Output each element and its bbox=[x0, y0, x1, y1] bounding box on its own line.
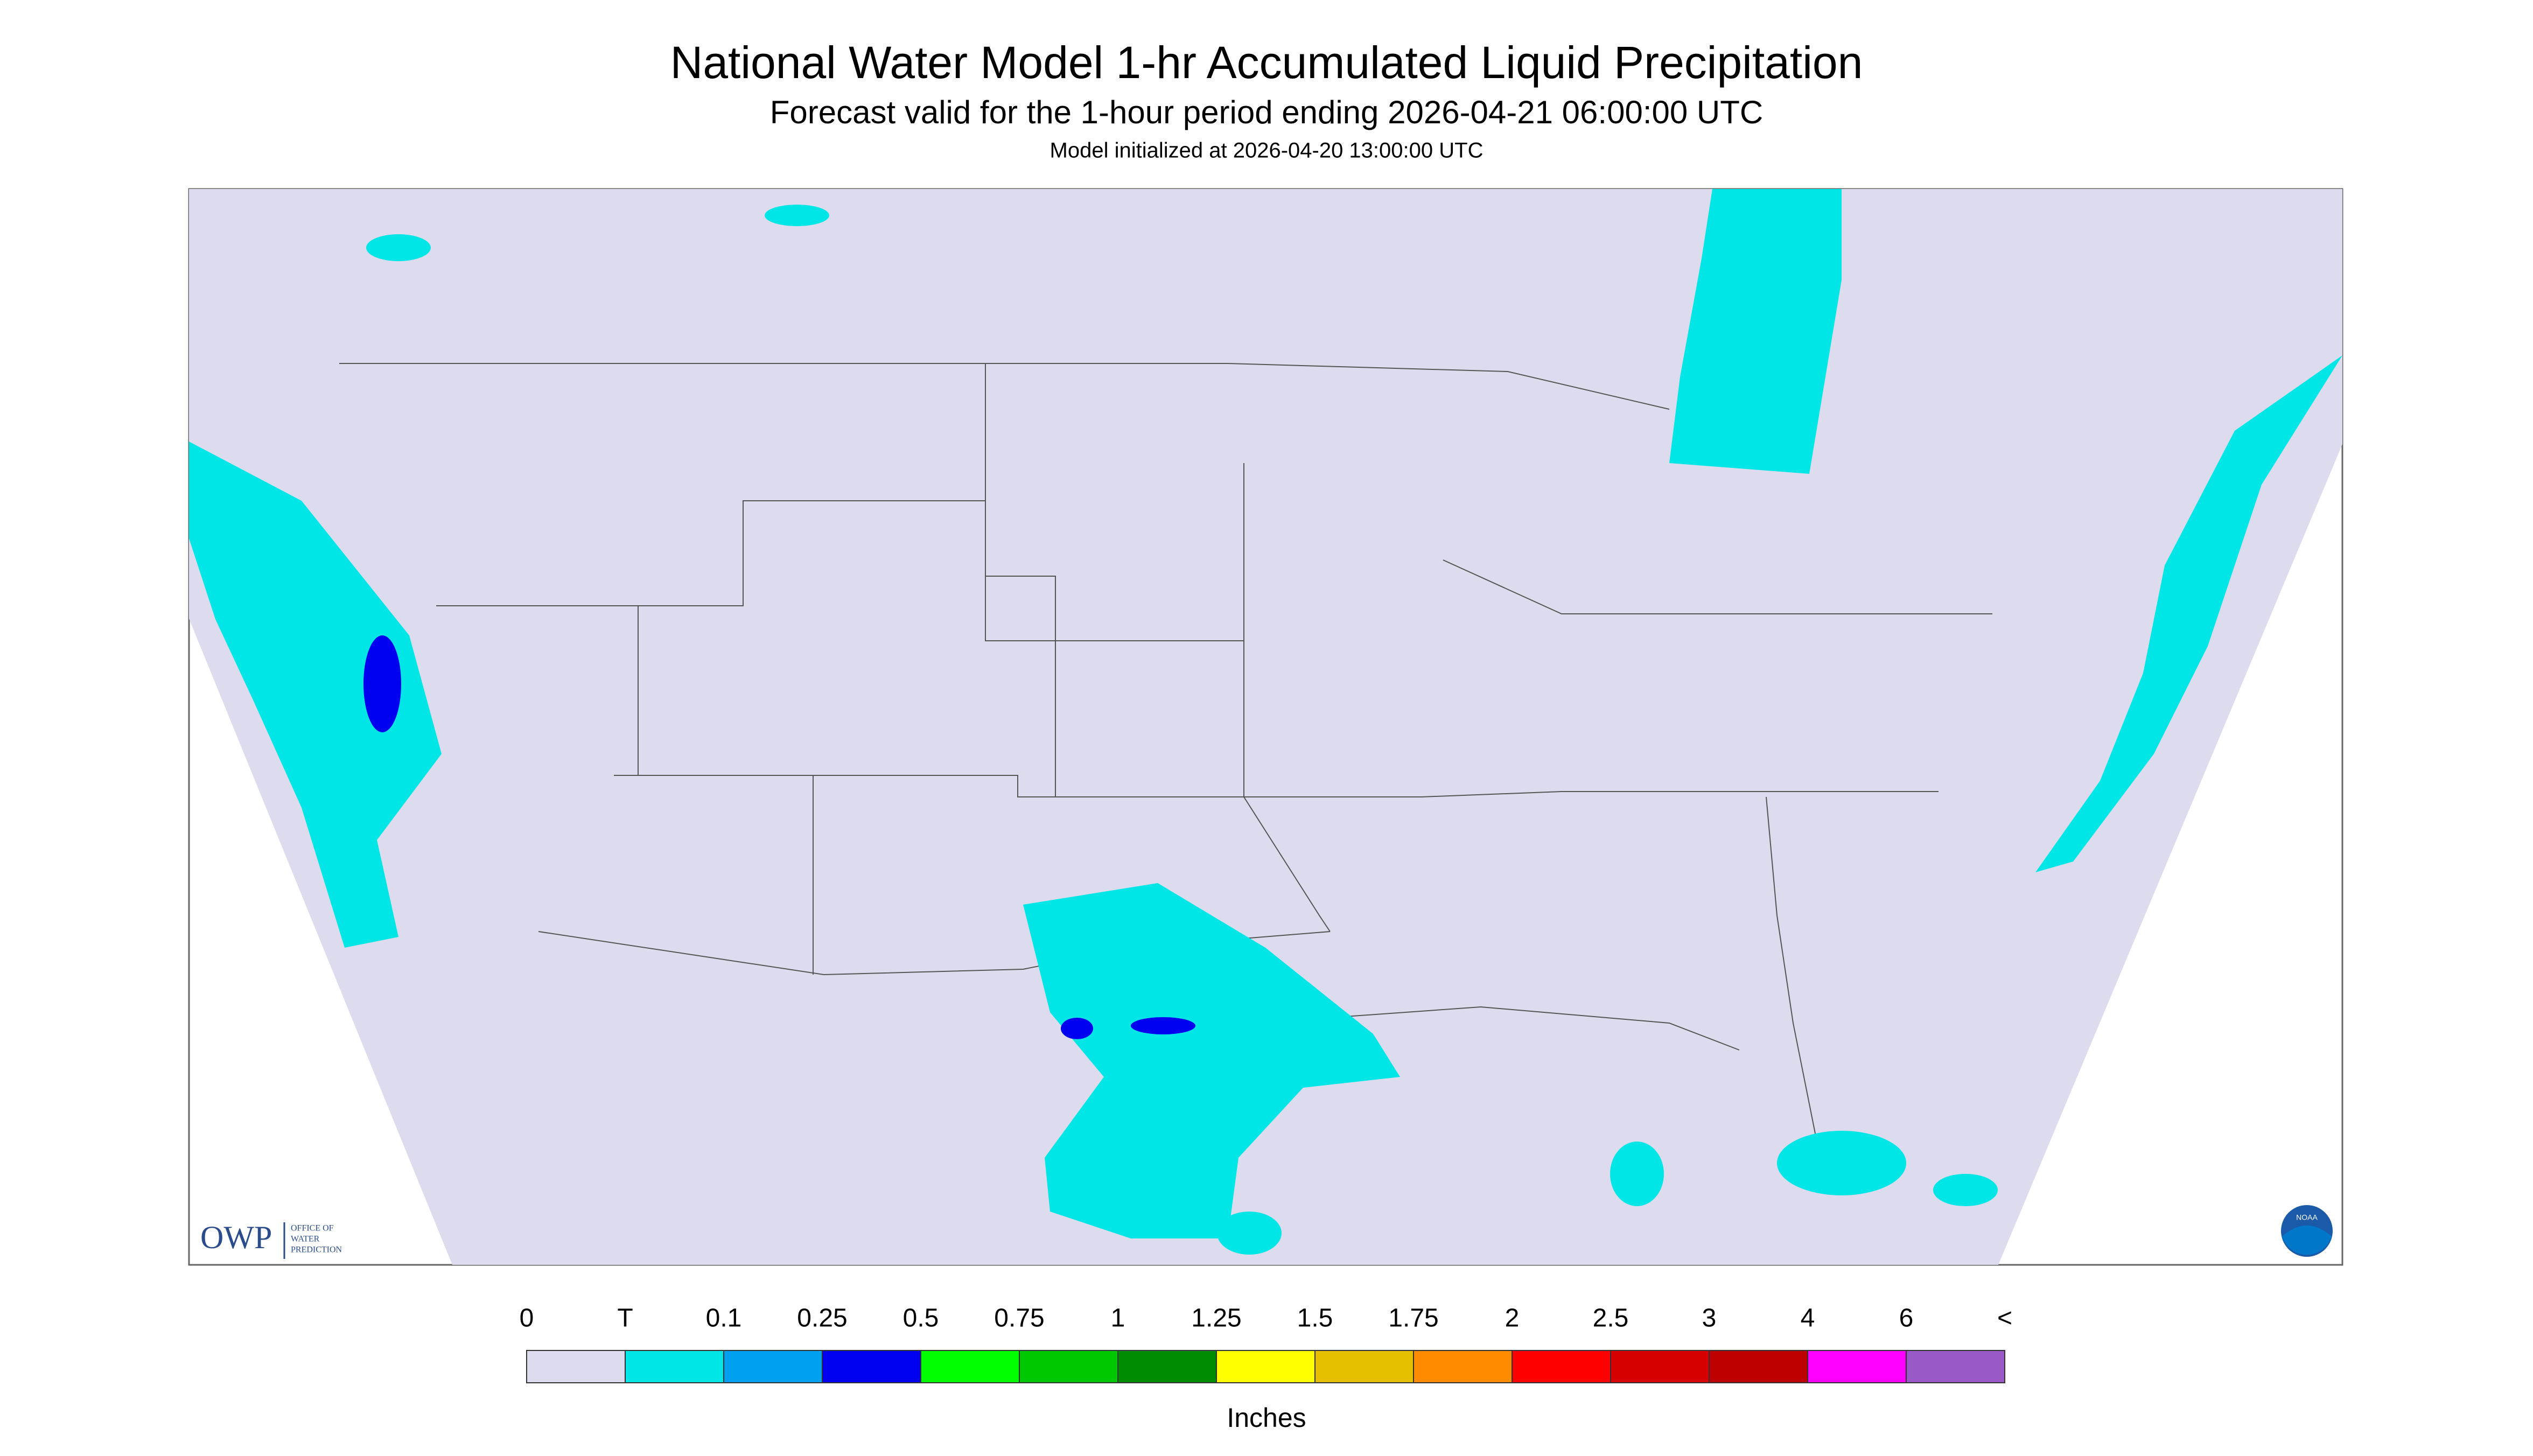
legend-swatch bbox=[1906, 1350, 2005, 1383]
legend-swatch bbox=[1117, 1350, 1217, 1383]
precip-heavy bbox=[1061, 1018, 1093, 1039]
noaa-logo: NOAA bbox=[2281, 1205, 2333, 1257]
legend-swatch bbox=[920, 1350, 1020, 1383]
legend-label: 1.5 bbox=[1297, 1304, 1333, 1333]
legend-swatch bbox=[1019, 1350, 1118, 1383]
precip-west-coast bbox=[189, 442, 442, 948]
legend-label: 3 bbox=[1702, 1304, 1717, 1333]
owp-logo: OWP OFFICE OF WATER PREDICTION bbox=[200, 1220, 342, 1259]
legend-swatch bbox=[1216, 1350, 1316, 1383]
legend-label: 2.5 bbox=[1593, 1304, 1629, 1333]
precip-heavy bbox=[1131, 1017, 1195, 1034]
legend-swatch bbox=[822, 1350, 921, 1383]
precip-canada bbox=[765, 205, 829, 226]
border bbox=[1243, 463, 1331, 932]
map: OWP OFFICE OF WATER PREDICTION NOAA bbox=[188, 188, 2343, 1266]
legend-swatch bbox=[1512, 1350, 1611, 1383]
precip-atlantic bbox=[2035, 355, 2342, 872]
legend-label: < bbox=[1997, 1304, 2012, 1333]
title: National Water Model 1-hr Accumulated Li… bbox=[670, 37, 1863, 88]
legend-label: 1.75 bbox=[1388, 1304, 1438, 1333]
legend-label: T bbox=[617, 1304, 633, 1333]
legend-unit: Inches bbox=[1227, 1403, 1306, 1433]
precipitation bbox=[189, 189, 2342, 1255]
coast bbox=[1766, 796, 1821, 1158]
coast bbox=[1330, 1006, 1740, 1051]
legend-label: 6 bbox=[1899, 1304, 1914, 1333]
logo-line: WATER bbox=[291, 1235, 320, 1244]
subtitle: Forecast valid for the 1-hour period end… bbox=[770, 94, 1763, 130]
precip-hudson-bay bbox=[1669, 189, 1842, 474]
legend-swatch bbox=[1709, 1350, 1808, 1383]
precip-heavy bbox=[363, 635, 401, 732]
border bbox=[1443, 559, 1992, 614]
border bbox=[436, 500, 1244, 641]
logo-line: OFFICE OF bbox=[291, 1224, 334, 1233]
legend-label: 0.5 bbox=[903, 1304, 939, 1333]
legend-swatch bbox=[1807, 1350, 1907, 1383]
init-note: Model initialized at 2026-04-20 13:00:00… bbox=[1050, 139, 1484, 163]
legend-label: 0 bbox=[520, 1304, 534, 1333]
legend-swatch bbox=[723, 1350, 823, 1383]
legend-label: 4 bbox=[1801, 1304, 1815, 1333]
legend-label: 0.25 bbox=[797, 1304, 847, 1333]
noaa-wave bbox=[2282, 1226, 2332, 1255]
legend-label: 0.75 bbox=[994, 1304, 1044, 1333]
border bbox=[614, 775, 1939, 797]
legend-swatch bbox=[1413, 1350, 1513, 1383]
legend-label: 2 bbox=[1505, 1304, 1520, 1333]
legend-label: 0.1 bbox=[706, 1304, 742, 1333]
precip-texas bbox=[1023, 883, 1400, 1238]
precip-canada bbox=[366, 234, 431, 261]
border bbox=[339, 363, 1670, 410]
legend-label: 1 bbox=[1111, 1304, 1125, 1333]
precip-florida bbox=[1777, 1131, 1906, 1195]
border bbox=[638, 606, 814, 975]
logo-line: PREDICTION bbox=[291, 1245, 342, 1255]
precip-gulf bbox=[1610, 1142, 1664, 1206]
legend-swatch bbox=[1314, 1350, 1414, 1383]
logo-owp: OWP bbox=[200, 1220, 272, 1255]
legend: 0 T 0.1 0.25 0.5 0.75 1 1.25 1.5 1.75 2 2.5 3 4 6 < bbox=[520, 1304, 2012, 1383]
precip-atlantic-south bbox=[1933, 1174, 1998, 1206]
legend-swatch bbox=[526, 1350, 626, 1383]
legend-swatch bbox=[625, 1350, 724, 1383]
border bbox=[985, 363, 1056, 797]
legend-swatch bbox=[1610, 1350, 1710, 1383]
precip-mexico bbox=[1217, 1212, 1282, 1255]
noaa-text: NOAA bbox=[2296, 1213, 2318, 1222]
legend-label: 1.25 bbox=[1191, 1304, 1241, 1333]
